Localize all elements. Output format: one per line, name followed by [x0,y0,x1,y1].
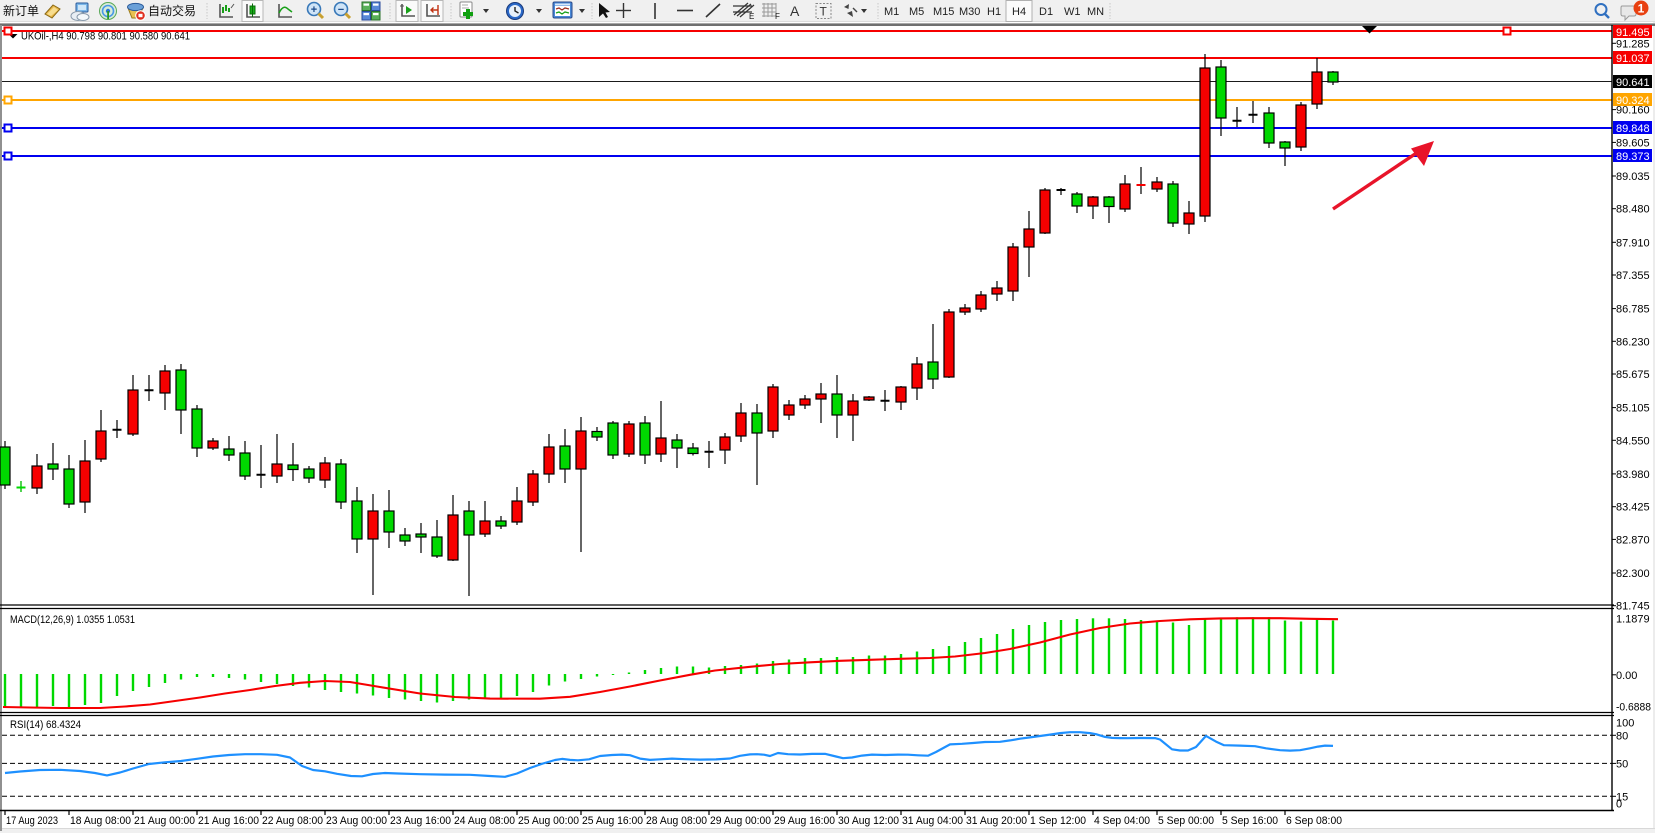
svg-text:6 Sep 08:00: 6 Sep 08:00 [1286,815,1342,827]
svg-text:100: 100 [1616,718,1634,730]
svg-text:T: T [820,5,828,19]
svg-text:80: 80 [1616,730,1628,742]
svg-text:29 Aug 16:00: 29 Aug 16:00 [774,815,835,827]
svg-text:23 Aug 16:00: 23 Aug 16:00 [390,815,451,827]
svg-text:新订单: 新订单 [3,3,39,18]
svg-text:84.550: 84.550 [1616,435,1650,447]
svg-text:25 Aug 00:00: 25 Aug 00:00 [518,815,579,827]
svg-text:81.745: 81.745 [1616,601,1650,613]
svg-text:91.495: 91.495 [1616,27,1650,39]
svg-text:0.00: 0.00 [1616,670,1637,682]
svg-text:86.230: 86.230 [1616,336,1650,348]
svg-text:5 Sep 00:00: 5 Sep 00:00 [1158,815,1214,827]
svg-text:H4: H4 [1012,6,1026,18]
svg-text:83.980: 83.980 [1616,469,1650,481]
svg-text:91.285: 91.285 [1616,38,1650,50]
svg-text:-0.6888: -0.6888 [1616,702,1651,714]
svg-text:1.1879: 1.1879 [1616,613,1650,625]
svg-text:A: A [790,3,800,19]
svg-text:90.160: 90.160 [1616,105,1650,117]
svg-text:86.785: 86.785 [1616,304,1650,316]
svg-text:W1: W1 [1064,6,1081,18]
svg-text:31 Aug 04:00: 31 Aug 04:00 [902,815,963,827]
svg-text:22 Aug 08:00: 22 Aug 08:00 [262,815,323,827]
svg-text:24 Aug 08:00: 24 Aug 08:00 [454,815,515,827]
svg-text:28 Aug 08:00: 28 Aug 08:00 [646,815,707,827]
svg-text:E: E [749,12,754,21]
svg-text:15: 15 [1616,791,1628,803]
svg-text:5 Sep 16:00: 5 Sep 16:00 [1222,815,1278,827]
svg-text:0: 0 [1616,798,1622,810]
svg-text:17 Aug 2023: 17 Aug 2023 [6,815,58,827]
svg-text:25 Aug 16:00: 25 Aug 16:00 [582,815,643,827]
svg-text:21 Aug 00:00: 21 Aug 00:00 [134,815,195,827]
svg-text:H1: H1 [987,6,1001,18]
svg-text:F: F [775,12,780,21]
svg-text:M1: M1 [884,6,899,18]
svg-text:+: + [311,4,317,16]
svg-text:23 Aug 00:00: 23 Aug 00:00 [326,815,387,827]
svg-text:1: 1 [1638,2,1645,16]
svg-text:88.480: 88.480 [1616,204,1650,216]
svg-text:87.355: 87.355 [1616,270,1650,282]
svg-text:50: 50 [1616,758,1628,770]
svg-text:4 Sep 04:00: 4 Sep 04:00 [1094,815,1150,827]
svg-text:89.848: 89.848 [1616,123,1650,135]
svg-text:30 Aug 12:00: 30 Aug 12:00 [838,815,899,827]
svg-text:91.037: 91.037 [1616,53,1650,65]
svg-text:90.641: 90.641 [1616,77,1650,89]
svg-text:89.373: 89.373 [1616,151,1650,163]
svg-text:89.605: 89.605 [1616,137,1650,149]
svg-text:RSI(14) 68.4324: RSI(14) 68.4324 [10,719,81,731]
svg-text:M15: M15 [933,6,954,18]
svg-text:83.425: 83.425 [1616,502,1650,514]
svg-text:90.324: 90.324 [1616,95,1650,107]
svg-text:18 Aug 08:00: 18 Aug 08:00 [70,815,131,827]
svg-text:M30: M30 [959,6,980,18]
svg-text:自动交易: 自动交易 [148,3,196,18]
svg-text:MACD(12,26,9) 1.0355 1.0531: MACD(12,26,9) 1.0355 1.0531 [10,614,135,626]
svg-text:85.105: 85.105 [1616,403,1650,415]
svg-text:21 Aug 16:00: 21 Aug 16:00 [198,815,259,827]
svg-text:29 Aug 00:00: 29 Aug 00:00 [710,815,771,827]
svg-text:−: − [338,4,344,16]
svg-text:82.870: 82.870 [1616,534,1650,546]
svg-text:M5: M5 [909,6,924,18]
svg-text:1 Sep 12:00: 1 Sep 12:00 [1030,815,1086,827]
svg-text:82.300: 82.300 [1616,568,1650,580]
svg-text:UKOil-,H4 90.798 90.801 90.58: UKOil-,H4 90.798 90.801 90.580 90.641 [21,31,190,43]
svg-text:85.675: 85.675 [1616,369,1650,381]
svg-text:MN: MN [1087,6,1104,18]
svg-text:D1: D1 [1039,6,1053,18]
svg-text:89.035: 89.035 [1616,171,1650,183]
svg-text:87.910: 87.910 [1616,237,1650,249]
svg-text:31 Aug 20:00: 31 Aug 20:00 [966,815,1027,827]
